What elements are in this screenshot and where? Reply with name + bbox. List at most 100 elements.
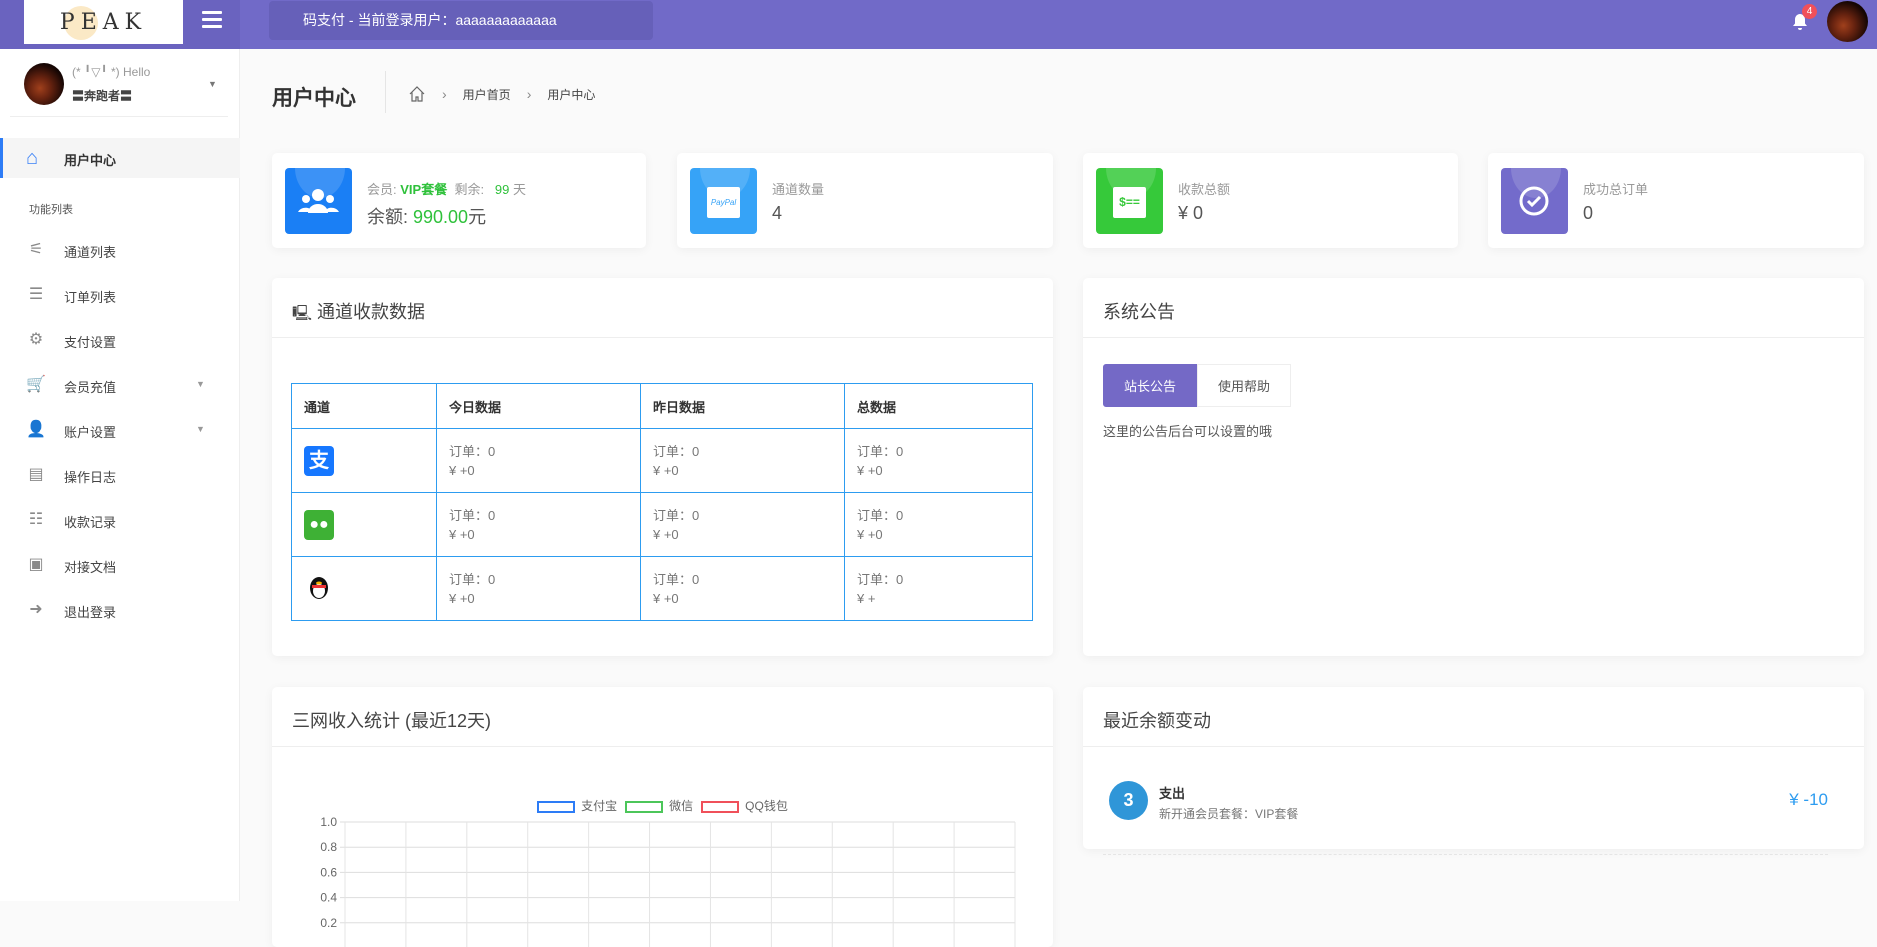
- sidebar-item[interactable]: ☷ 收款记录: [0, 500, 240, 540]
- sidebar-item[interactable]: ➜ 退出登录: [0, 590, 240, 630]
- stat-value: ¥ 0: [1178, 203, 1204, 223]
- wechat-icon: ●●: [304, 509, 334, 540]
- stat-card-orders: 成功总订单 0: [1488, 153, 1864, 248]
- sidebar-item[interactable]: 👤 账户设置 ▼: [0, 410, 240, 450]
- table-row: ●● 订单：0 ¥ +0 订单：0 ¥ +0 订单：0 ¥ +0: [291, 492, 1033, 557]
- y-tick-label: 0.6: [320, 865, 337, 879]
- list-icon: ☷: [28, 511, 44, 528]
- channel-cell: ●●: [291, 492, 437, 557]
- user-greeting: (* ╹▽╹ *) Hello: [72, 65, 151, 79]
- user-avatar[interactable]: [1827, 1, 1868, 42]
- stat-card-channels: PayPal 通道数量 4: [677, 153, 1053, 248]
- amount: ¥ +0: [653, 526, 679, 542]
- breadcrumb-item[interactable]: 用户首页: [462, 87, 511, 102]
- stat-value: 0: [1583, 203, 1594, 223]
- table-row: 订单：0 ¥ +0 订单：0 ¥ +0 订单：0 ¥ +: [291, 556, 1033, 621]
- qq-penguin-icon: [310, 577, 328, 599]
- sidebar-item-label: 操作日志: [64, 470, 117, 485]
- sidebar-item-label: 支付设置: [64, 335, 117, 350]
- order-count: 订单：0: [653, 443, 700, 459]
- header-title: 码支付 - 当前登录用户：aaaaaaaaaaaaa: [269, 1, 653, 40]
- legend-item[interactable]: QQ钱包: [701, 797, 788, 814]
- css3-icon: 3: [1109, 781, 1148, 820]
- legend-item[interactable]: 支付宝: [537, 797, 617, 814]
- users-icon: [285, 168, 352, 234]
- cart-icon: 🛒: [26, 376, 46, 393]
- divider: [10, 116, 228, 117]
- column-header: 总数据: [844, 383, 1033, 429]
- home-icon: ⌂: [26, 147, 39, 169]
- order-count: 订单：0: [653, 507, 700, 523]
- order-count: 订单：0: [449, 443, 496, 459]
- sign-out-icon: ➜: [29, 601, 43, 618]
- caret-down-icon: ▼: [196, 379, 205, 389]
- bars-icon: ☰: [28, 286, 44, 303]
- sidebar-item[interactable]: ▣ 对接文档: [0, 545, 240, 585]
- column-header: 今日数据: [436, 383, 641, 429]
- y-tick-label: 1.0: [320, 815, 337, 829]
- notification-badge: 4: [1802, 4, 1817, 19]
- sidebar-item-label: 订单列表: [64, 290, 117, 305]
- user-profile[interactable]: (* ╹▽╹ *) Hello 〓奔跑者〓 ▼: [24, 63, 224, 113]
- alipay-icon: 支: [304, 445, 334, 476]
- user-name: 〓奔跑者〓: [72, 89, 133, 103]
- sidebar-item[interactable]: ⚙ 支付设置: [0, 320, 240, 360]
- balance-item-title: 支出: [1159, 786, 1186, 801]
- income-chart-panel: 三网收入统计 (最近12天) 支付宝 微信 QQ钱包 1.0 0.8 0.6 0.4 0…: [272, 687, 1053, 947]
- balance-value: 990.00: [413, 207, 469, 227]
- sidebar-item[interactable]: 🛒 会员充值 ▼: [0, 365, 240, 405]
- channel-table: 通道 今日数据 昨日数据 总数据 支订单：0 ¥ +0 订单：0 ¥ +0 订单：0 ¥ …: [291, 383, 1033, 621]
- stat-label: 成功总订单: [1583, 182, 1649, 197]
- channel-data-panel: 🖳 通道收款数据 通道 今日数据 昨日数据 总数据 支订单：0 ¥ +0 订单：0 ¥…: [272, 278, 1053, 656]
- legend-item[interactable]: 微信: [625, 797, 693, 814]
- sidebar-item[interactable]: ▤ 操作日志: [0, 455, 240, 495]
- channel-cell: [291, 556, 437, 621]
- sidebar-item-label: 通道列表: [64, 245, 117, 260]
- tab-site-notice[interactable]: 站长公告: [1103, 364, 1198, 407]
- caret-down-icon[interactable]: ▼: [208, 79, 217, 89]
- sidebar-item-label: 对接文档: [64, 560, 117, 575]
- sidebar: (* ╹▽╹ *) Hello 〓奔跑者〓 ▼ ⌂ 用户中心 功能列表 ⚟ 通道列…: [0, 49, 240, 901]
- balance-changes-panel: 最近余额变动 3 支出 新开通会员套餐：VIP套餐 ¥ -10: [1083, 687, 1864, 855]
- sidebar-item[interactable]: ☰ 订单列表: [0, 275, 240, 315]
- tab-usage-help[interactable]: 使用帮助: [1197, 364, 1292, 407]
- data-cell: 订单：0 ¥ +0: [436, 428, 641, 493]
- sidebar-item-label: 收款记录: [64, 515, 117, 530]
- amount: ¥ +: [857, 590, 876, 606]
- order-count: 订单：0: [857, 571, 904, 587]
- list-item: 3 支出 新开通会员套餐：VIP套餐 ¥ -10: [1103, 773, 1828, 855]
- amount: ¥ +0: [653, 462, 679, 478]
- data-cell: 订单：0 ¥ +0: [844, 428, 1033, 493]
- avatar: [24, 63, 64, 105]
- order-count: 订单：0: [449, 571, 496, 587]
- sidebar-item-label: 会员充值: [64, 380, 117, 395]
- balance-item-desc: 新开通会员套餐：VIP套餐: [1159, 807, 1299, 821]
- order-count: 订单：0: [857, 507, 904, 523]
- panel-title: 通道收款数据: [317, 302, 426, 322]
- data-cell: 订单：0 ¥ +: [844, 556, 1033, 621]
- chevron-right-icon: ›: [442, 86, 447, 102]
- panel-title: 三网收入统计 (最近12天): [272, 687, 1053, 747]
- days-remaining: 99: [494, 182, 510, 197]
- logo[interactable]: PEAK: [24, 0, 183, 44]
- data-cell: 订单：0 ¥ +0: [844, 492, 1033, 557]
- sidebar-item-user-center[interactable]: ⌂ 用户中心: [0, 138, 240, 178]
- bell-icon[interactable]: [1790, 12, 1810, 32]
- panel-title: 最近余额变动: [1083, 687, 1864, 747]
- home-icon[interactable]: [408, 85, 426, 103]
- data-cell: 订单：0 ¥ +0: [640, 428, 845, 493]
- menu-toggle-icon[interactable]: [202, 11, 222, 29]
- list-alt-icon: ▤: [28, 466, 44, 483]
- sidebar-item[interactable]: ⚟ 通道列表: [0, 230, 240, 270]
- amount: ¥ +0: [857, 462, 883, 478]
- logo-text: PEAK: [59, 9, 148, 35]
- sliders-icon: ⚟: [28, 241, 44, 258]
- amount: ¥ +0: [449, 462, 475, 478]
- member-plan: VIP套餐: [400, 182, 448, 197]
- money-icon: $==: [1096, 168, 1163, 234]
- stat-card-total-amount: $== 收款总额 ¥ 0: [1083, 153, 1458, 248]
- page-title: 用户中心: [272, 87, 356, 110]
- top-bar: PEAK 码支付 - 当前登录用户：aaaaaaaaaaaaa 4: [0, 0, 1877, 49]
- breadcrumb-item: 用户中心: [547, 87, 596, 102]
- column-header: 昨日数据: [640, 383, 845, 429]
